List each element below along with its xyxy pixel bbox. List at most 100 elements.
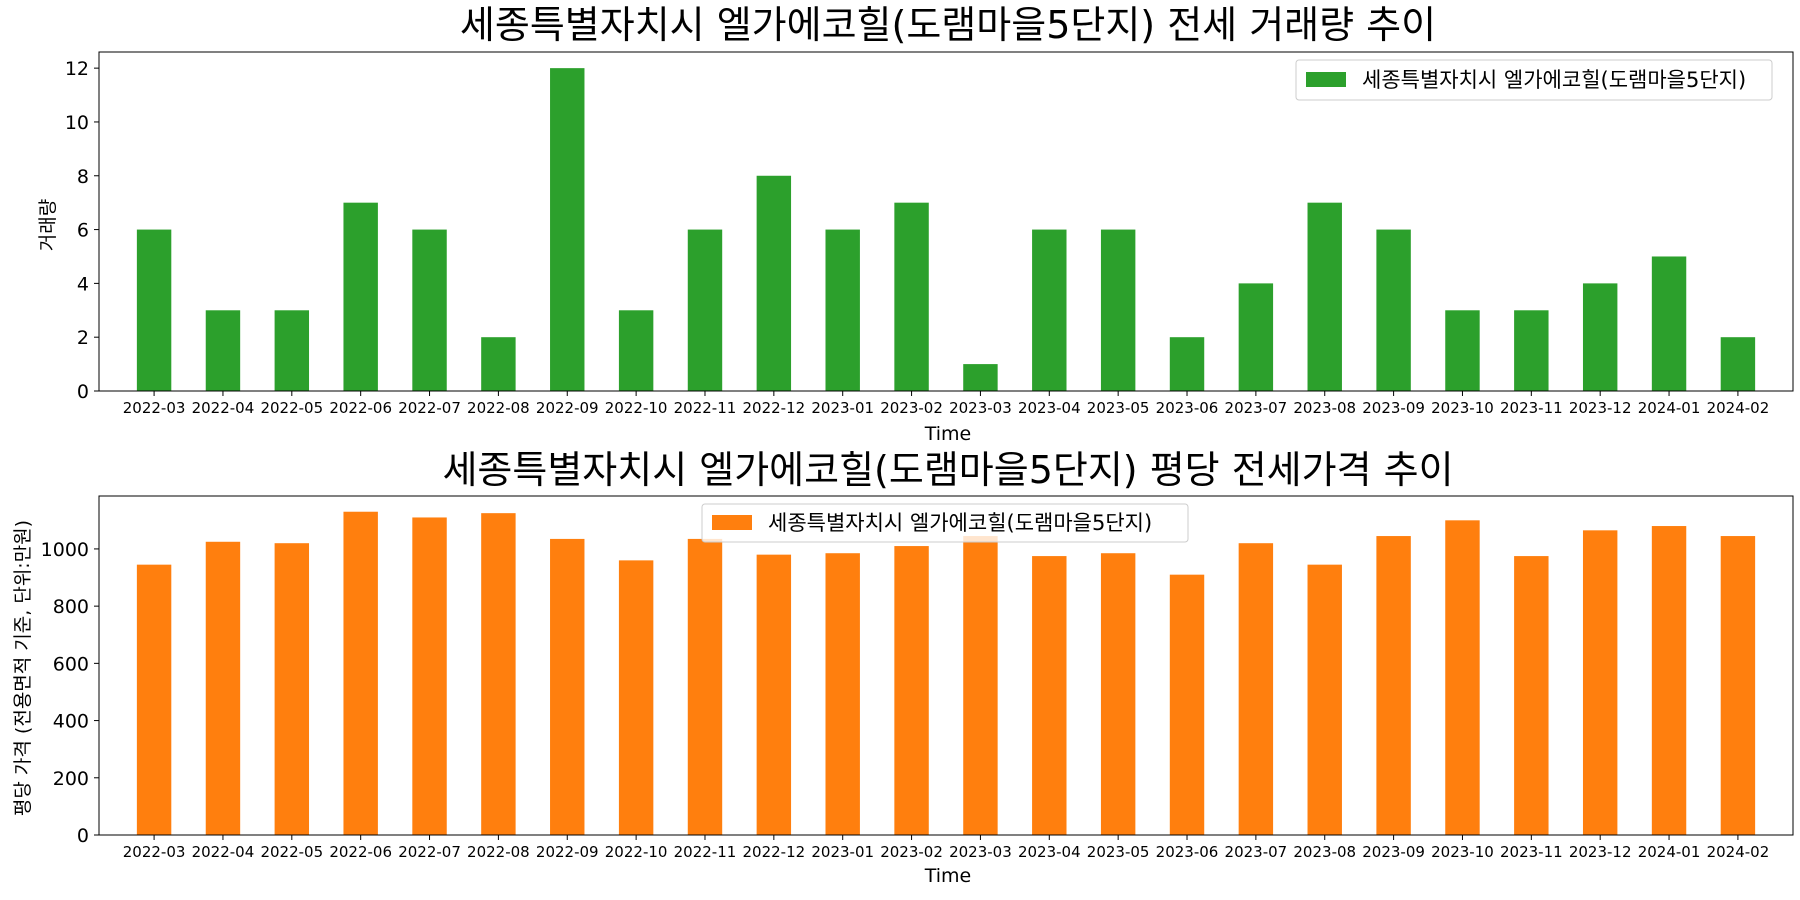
price-bar [1514, 556, 1549, 835]
volume-bar [481, 337, 516, 391]
price-x-tick-label: 2023-06 [1156, 843, 1219, 861]
volume-bar [1238, 283, 1274, 391]
volume-x-tick-label: 2022-05 [260, 399, 323, 417]
volume-x-tick-label: 2022-04 [192, 399, 255, 417]
volume-chart-xlabel: Time [924, 423, 972, 445]
volume-bar [136, 229, 172, 391]
price-bar [550, 538, 585, 835]
volume-x-tick-label: 2022-10 [605, 399, 668, 417]
volume-x-tick-label: 2023-09 [1362, 399, 1425, 417]
price-bar [687, 538, 723, 835]
price-x-tick-label: 2024-01 [1638, 843, 1701, 861]
volume-x-tick-label: 2024-01 [1638, 399, 1701, 417]
price-y-tick-label: 600 [53, 653, 89, 675]
volume-bar [1169, 337, 1205, 391]
price-legend-label: 세종특별자치시 엘가에코힐(도램마을5단지) [768, 511, 1152, 535]
price-x-tick-label: 2024-02 [1707, 843, 1770, 861]
volume-legend-swatch [1306, 72, 1346, 87]
price-plot-area: 2022-03 2022-04 2022-05 2022-06 2022-07 2022-… [41, 495, 1794, 861]
volume-x-tick-label: 2023-05 [1087, 399, 1150, 417]
volume-bar [1032, 229, 1067, 391]
price-x-tick-label: 2022-03 [123, 843, 186, 861]
price-x-tick-label: 2022-06 [329, 843, 392, 861]
price-x-tick-label: 2022-08 [467, 843, 530, 861]
price-y-tick-label: 800 [53, 596, 89, 618]
price-y-tick-label: 200 [53, 768, 89, 790]
price-bar [274, 543, 310, 835]
price-bar [825, 553, 860, 835]
price-axes-frame [98, 495, 1794, 836]
volume-x-tick-label: 2022-06 [329, 399, 392, 417]
volume-bar [1445, 310, 1480, 391]
volume-x-tick-label: 2022-08 [467, 399, 530, 417]
volume-y-tick-label: 10 [65, 112, 89, 134]
price-x-tick-label: 2022-09 [536, 843, 599, 861]
volume-y-tick-label: 12 [65, 58, 89, 80]
price-x-tick-label: 2023-02 [880, 843, 943, 861]
price-x-tick-label: 2022-07 [398, 843, 461, 861]
price-bar [1720, 536, 1756, 835]
price-legend-box [701, 503, 1189, 543]
price-legend-swatch [712, 515, 752, 530]
volume-bar [343, 202, 378, 391]
volume-x-tick-label: 2022-09 [536, 399, 599, 417]
volume-x-tick-label: 2023-08 [1293, 399, 1356, 417]
volume-x-tick-label: 2023-04 [1018, 399, 1081, 417]
price-x-tick-label: 2022-10 [605, 843, 668, 861]
price-x-tick-label: 2023-07 [1225, 843, 1288, 861]
volume-bar [274, 310, 310, 391]
price-x-tick-label: 2022-11 [674, 843, 737, 861]
volume-x-tick-label: 2023-03 [949, 399, 1012, 417]
volume-x-tick-label: 2022-12 [743, 399, 806, 417]
volume-bar [1100, 229, 1136, 391]
price-bar [205, 541, 241, 835]
volume-bar [894, 202, 929, 391]
volume-bar [825, 229, 860, 391]
volume-y-tick-label: 6 [77, 220, 89, 242]
price-x-tick-label: 2023-10 [1431, 843, 1494, 861]
price-x-tick-label: 2023-01 [811, 843, 874, 861]
volume-bar [1582, 283, 1618, 391]
volume-y-tick-label: 2 [77, 327, 89, 349]
price-x-tick-label: 2022-04 [192, 843, 255, 861]
price-chart-ylabel: 평당 가격 (전용면적 기준, 단위:만원) [12, 520, 34, 816]
volume-axes-frame [98, 51, 1794, 392]
volume-y-tick-label: 8 [77, 166, 89, 188]
volume-x-tick-label: 2022-07 [398, 399, 461, 417]
price-bar [1376, 536, 1411, 835]
volume-bar [412, 229, 447, 391]
price-x-tick-label: 2023-09 [1362, 843, 1425, 861]
volume-x-tick-label: 2022-03 [123, 399, 186, 417]
price-bar [963, 536, 998, 835]
price-x-tick-label: 2023-03 [949, 843, 1012, 861]
price-y-tick-label: 400 [53, 711, 89, 733]
price-bar [1032, 556, 1067, 835]
price-x-tick-label: 2022-05 [260, 843, 323, 861]
price-bar [1238, 543, 1274, 835]
volume-y-tick-label: 0 [77, 381, 89, 403]
price-bar [1100, 553, 1136, 835]
volume-x-tick-label: 2023-02 [880, 399, 943, 417]
volume-bar [550, 68, 585, 391]
volume-legend-box [1295, 59, 1773, 101]
price-chart-xlabel: Time [924, 865, 972, 887]
price-y-tick-label: 1000 [41, 539, 89, 561]
volume-bar [1307, 202, 1342, 391]
price-bar [1582, 530, 1618, 835]
price-chart-title: 세종특별자치시 엘가에코힐(도램마을5단지) 평당 전세가격 추이 [442, 448, 1453, 492]
volume-bar [1651, 256, 1687, 391]
volume-x-tick-label: 2022-11 [674, 399, 737, 417]
volume-x-tick-label: 2023-12 [1569, 399, 1632, 417]
price-x-tick-label: 2023-05 [1087, 843, 1150, 861]
price-bar [481, 513, 516, 835]
price-bar [756, 554, 792, 835]
volume-x-tick-label: 2023-07 [1225, 399, 1288, 417]
volume-x-tick-label: 2023-11 [1500, 399, 1563, 417]
volume-bar [963, 364, 998, 391]
volume-bar [756, 175, 792, 391]
volume-chart-ylabel: 거래량 [37, 199, 59, 251]
price-bar [412, 517, 447, 835]
price-y-tick-label: 0 [77, 825, 89, 847]
price-x-tick-label: 2023-04 [1018, 843, 1081, 861]
